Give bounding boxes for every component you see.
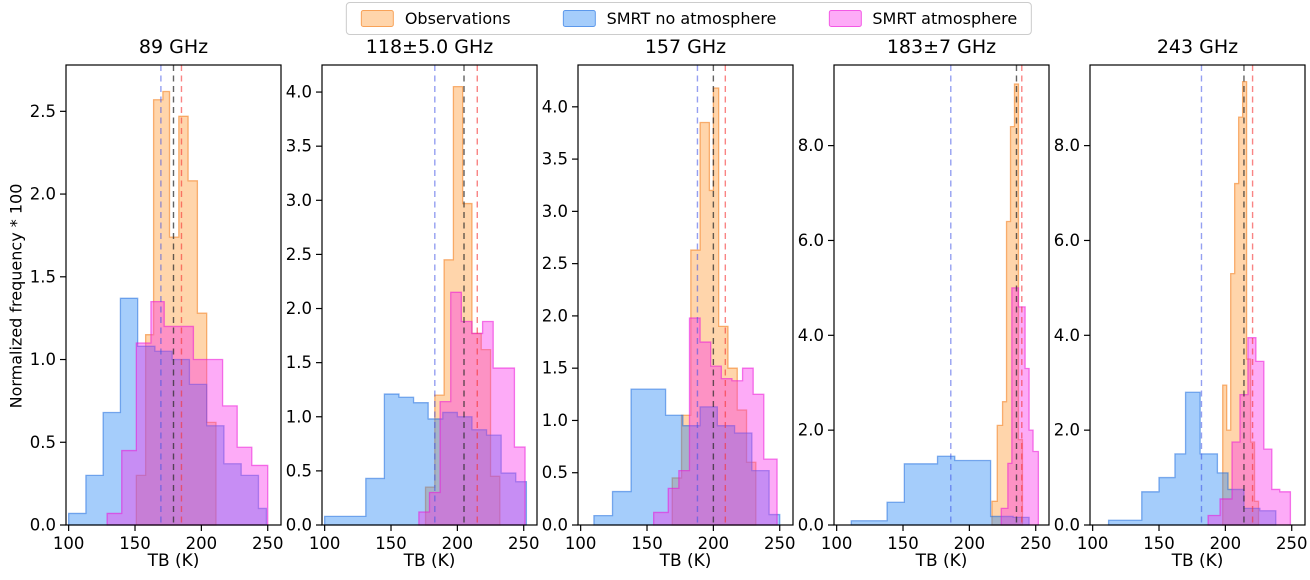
plot-area-89ghz: 100 150 200 250 0.0 0.5 1.0 1.5 2.0 2.5 bbox=[30, 64, 284, 553]
y-tick-label: 0.5 bbox=[286, 461, 312, 480]
y-tick-label: 4.0 bbox=[1054, 326, 1080, 345]
y-tick-label: 0.0 bbox=[30, 516, 56, 535]
y-tick-label: 3.0 bbox=[286, 191, 312, 210]
y-tick-label: 2.5 bbox=[542, 254, 568, 273]
y-tick-label: 2.0 bbox=[542, 306, 568, 325]
x-axis-label-157ghz: TB (K) bbox=[659, 551, 712, 571]
x-tick-label: 150 bbox=[887, 534, 919, 553]
x-tick-label: 200 bbox=[442, 534, 474, 553]
y-tick-label: 6.0 bbox=[1054, 231, 1080, 250]
x-axis-label-118ghz: TB (K) bbox=[403, 551, 456, 571]
x-tick-label: 100 bbox=[309, 534, 341, 553]
x-tick-label: 250 bbox=[1020, 534, 1052, 553]
histogram-smrt-no-atmosphere bbox=[1107, 391, 1277, 526]
x-tick-label: 100 bbox=[1077, 534, 1109, 553]
y-tick-label: 2.0 bbox=[30, 185, 56, 204]
y-tick-label: 0.0 bbox=[798, 516, 824, 535]
legend-item-observations: Observations bbox=[360, 9, 511, 28]
y-tick-label: 2.0 bbox=[286, 299, 312, 318]
legend-label-smrt-atmosphere: SMRT atmosphere bbox=[872, 9, 1018, 28]
histogram-smrt-atmosphere bbox=[106, 300, 269, 526]
histogram-observations bbox=[991, 83, 1024, 526]
legend-label-smrt-no-atmosphere: SMRT no atmosphere bbox=[606, 9, 777, 28]
y-tick-label: 0.5 bbox=[542, 463, 568, 482]
histogram-smrt-no-atmosphere bbox=[593, 388, 781, 526]
y-tick-label: 1.5 bbox=[286, 353, 312, 372]
plot-area-118ghz: 100 150 200 250 0.0 0.5 1.0 1.5 2.0 2.5 3.0 3.5 4.0 bbox=[286, 64, 540, 553]
subplot-title-243ghz: 243 GHz bbox=[1156, 36, 1239, 58]
y-tick-label: 2.5 bbox=[30, 102, 56, 121]
y-tick-label: 3.0 bbox=[542, 202, 568, 221]
axes-frame bbox=[65, 64, 282, 526]
axes-frame bbox=[1089, 64, 1306, 526]
x-tick-label: 200 bbox=[1210, 534, 1242, 553]
y-tick-label: 8.0 bbox=[1054, 136, 1080, 155]
x-tick-label: 200 bbox=[186, 534, 218, 553]
histogram-smrt-atmosphere bbox=[652, 317, 778, 526]
x-tick-label: 150 bbox=[375, 534, 407, 553]
histogram-smrt-atmosphere bbox=[1207, 337, 1292, 526]
y-tick-label: 2.5 bbox=[286, 245, 312, 264]
x-tick-label: 100 bbox=[53, 534, 85, 553]
histogram-smrt-atmosphere bbox=[1000, 287, 1040, 526]
x-tick-label: 250 bbox=[764, 534, 796, 553]
y-tick-label: 1.0 bbox=[286, 407, 312, 426]
x-tick-label: 250 bbox=[1276, 534, 1308, 553]
legend-swatch-smrt-no-atmosphere-icon bbox=[562, 10, 596, 27]
x-axis-label-183ghz: TB (K) bbox=[915, 551, 968, 571]
subplot-title-157ghz: 157 GHz bbox=[644, 36, 727, 58]
y-tick-label: 1.0 bbox=[30, 350, 56, 369]
subplot-title-89ghz: 89 GHz bbox=[138, 36, 209, 58]
x-tick-label: 150 bbox=[119, 534, 151, 553]
y-tick-label: 6.0 bbox=[798, 231, 824, 250]
legend-swatch-smrt-atmosphere-icon bbox=[828, 10, 862, 27]
x-tick-label: 250 bbox=[252, 534, 284, 553]
histogram-smrt-no-atmosphere bbox=[850, 455, 1030, 526]
y-tick-label: 8.0 bbox=[798, 136, 824, 155]
x-tick-label: 200 bbox=[698, 534, 730, 553]
legend-swatch-observations-icon bbox=[360, 10, 394, 27]
y-tick-label: 1.0 bbox=[542, 411, 568, 430]
subplot-title-183ghz: 183±7 GHz bbox=[886, 36, 997, 58]
x-tick-label: 100 bbox=[821, 534, 853, 553]
y-tick-label: 0.5 bbox=[30, 433, 56, 452]
y-tick-label: 1.5 bbox=[542, 359, 568, 378]
axes-frame bbox=[833, 64, 1050, 526]
x-tick-label: 150 bbox=[631, 534, 663, 553]
x-tick-label: 150 bbox=[1143, 534, 1175, 553]
y-tick-label: 4.0 bbox=[798, 326, 824, 345]
x-axis-label-243ghz: TB (K) bbox=[1171, 551, 1224, 571]
histogram-smrt-no-atmosphere bbox=[68, 297, 268, 526]
y-tick-label: 2.0 bbox=[798, 421, 824, 440]
legend-item-smrt-atmosphere: SMRT atmosphere bbox=[828, 9, 1017, 28]
x-tick-label: 200 bbox=[954, 534, 986, 553]
x-axis-label-89ghz: TB (K) bbox=[147, 551, 200, 571]
axes-frame bbox=[577, 64, 794, 526]
axes-frame bbox=[321, 64, 538, 526]
y-tick-label: 4.0 bbox=[542, 97, 568, 116]
histogram-observations bbox=[1222, 80, 1260, 526]
subplot-title-118ghz: 118±5.0 GHz bbox=[365, 36, 494, 58]
plot-area-243ghz: 100 150 200 250 0.0 2.0 4.0 6.0 8.0 bbox=[1054, 64, 1308, 553]
y-tick-label: 0.0 bbox=[542, 516, 568, 535]
plot-area-183ghz: 100 150 200 250 0.0 2.0 4.0 6.0 8.0 bbox=[798, 64, 1052, 553]
y-tick-label: 4.0 bbox=[286, 83, 312, 102]
legend: Observations SMRT no atmosphere SMRT atm… bbox=[345, 2, 1033, 35]
histogram-smrt-no-atmosphere bbox=[324, 393, 528, 526]
x-tick-label: 250 bbox=[508, 534, 540, 553]
y-tick-label: 0.0 bbox=[286, 516, 312, 535]
legend-label-observations: Observations bbox=[404, 9, 511, 28]
x-tick-label: 100 bbox=[565, 534, 597, 553]
legend-item-smrt-no-atmosphere: SMRT no atmosphere bbox=[562, 9, 777, 28]
histogram-smrt-atmosphere bbox=[418, 291, 526, 526]
y-tick-label: 1.5 bbox=[30, 267, 56, 286]
y-tick-label: 0.0 bbox=[1054, 516, 1080, 535]
y-tick-label: 3.5 bbox=[542, 150, 568, 169]
y-tick-label: 3.5 bbox=[286, 137, 312, 156]
plot-area-157ghz: 100 150 200 250 0.0 0.5 1.0 1.5 2.0 2.5 3.0 3.5 4.0 bbox=[542, 64, 796, 553]
y-tick-label: 2.0 bbox=[1054, 421, 1080, 440]
